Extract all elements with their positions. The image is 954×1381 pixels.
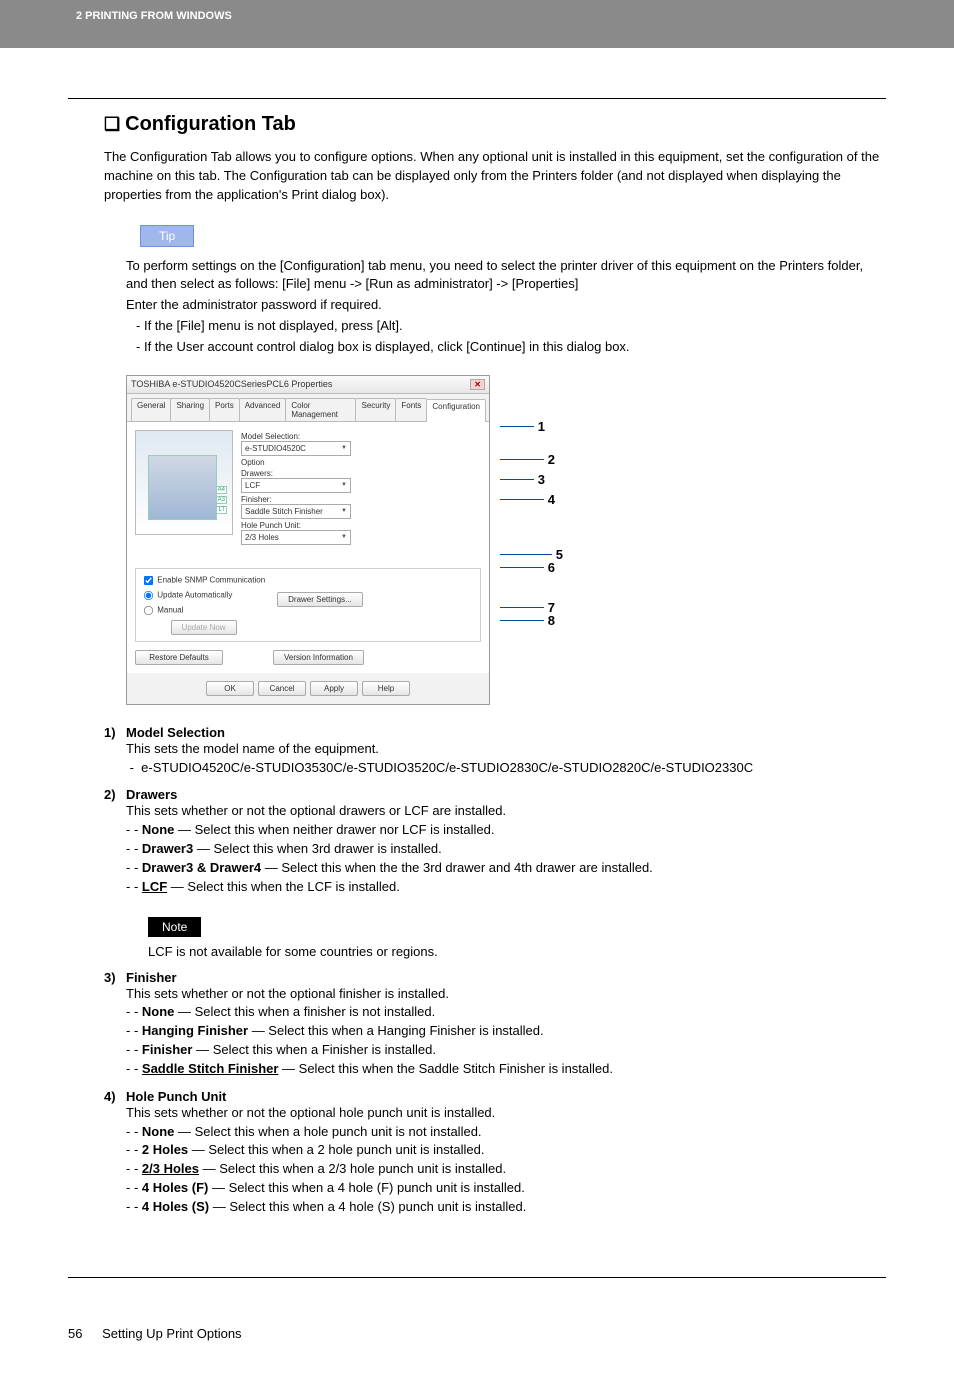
tip-body: To perform settings on the [Configuratio… xyxy=(126,257,886,357)
page-title: Configuration Tab xyxy=(104,113,886,136)
hole-punch-select[interactable]: 2/3 Holes▼ xyxy=(241,530,351,545)
callout-7: 7 xyxy=(548,601,555,614)
breadcrumb: 2 PRINTING FROM WINDOWS xyxy=(76,10,232,22)
s1-num: 1) xyxy=(104,725,126,740)
tab-sharing[interactable]: Sharing xyxy=(170,398,210,421)
cancel-button[interactable]: Cancel xyxy=(258,681,306,696)
s2-desc: This sets whether or not the optional dr… xyxy=(126,802,886,821)
tab-advanced[interactable]: Advanced xyxy=(239,398,287,421)
intro-block: The Configuration Tab allows you to conf… xyxy=(104,148,886,205)
page-number: 56 xyxy=(68,1326,82,1341)
s2-options: - None — Select this when neither drawer… xyxy=(126,821,886,896)
section-1: 1)Model Selection This sets the model na… xyxy=(104,725,886,778)
s1-example: - e-STUDIO4520C/e-STUDIO3530C/e-STUDIO35… xyxy=(126,759,886,778)
finisher-select[interactable]: Saddle Stitch Finisher▼ xyxy=(241,504,351,519)
restore-row: Restore Defaults Version Information xyxy=(135,650,481,665)
update-now-button[interactable]: Update Now xyxy=(171,620,237,635)
callout-4: 4 xyxy=(548,493,555,506)
s3-desc: This sets whether or not the optional fi… xyxy=(126,985,886,1004)
chevron-down-icon: ▼ xyxy=(341,508,347,514)
fields-column: Model Selection: e-STUDIO4520C▼ Option D… xyxy=(241,430,481,546)
s3-num: 3) xyxy=(104,970,126,985)
divider xyxy=(68,98,886,99)
callout-2: 2 xyxy=(548,453,555,466)
note-badge: Note xyxy=(148,917,201,937)
restore-defaults-button[interactable]: Restore Defaults xyxy=(135,650,223,665)
note-body: LCF is not available for some countries … xyxy=(148,943,886,962)
tab-configuration[interactable]: Configuration xyxy=(426,399,486,422)
s4-num: 4) xyxy=(104,1089,126,1104)
s4-options: - None — Select this when a hole punch u… xyxy=(126,1123,886,1217)
s1-desc: This sets the model name of the equipmen… xyxy=(126,740,886,759)
s2-num: 2) xyxy=(104,787,126,802)
s4-desc: This sets whether or not the optional ho… xyxy=(126,1104,886,1123)
footer-title: Setting Up Print Options xyxy=(102,1326,241,1341)
drawers-label: Drawers: xyxy=(241,469,481,478)
chevron-down-icon: ▼ xyxy=(341,445,347,451)
option-label: Option xyxy=(241,458,481,467)
callouts: 1 2 3 4 5 6 7 8 xyxy=(500,375,563,627)
callout-3: 3 xyxy=(538,473,545,486)
update-manual-radio[interactable]: Manual xyxy=(142,604,265,617)
model-selection-label: Model Selection: xyxy=(241,432,481,441)
tip-bullet-2: If the User account control dialog box i… xyxy=(126,338,886,357)
dialog-body: A4 A3 LT Model Selection: e-STUDIO4520C▼… xyxy=(127,422,489,673)
close-icon[interactable]: ✕ xyxy=(470,379,485,390)
page-header: 2 PRINTING FROM WINDOWS xyxy=(0,0,954,48)
callout-5: 5 xyxy=(556,548,563,561)
intro-text: The Configuration Tab allows you to conf… xyxy=(104,148,886,205)
dialog-title: TOSHIBA e-STUDIO4520CSeriesPCL6 Properti… xyxy=(131,379,332,389)
s1-title: Model Selection xyxy=(126,725,225,740)
tip-p2: Enter the administrator password if requ… xyxy=(126,296,886,315)
tip-bullet-1: If the [File] menu is not displayed, pre… xyxy=(126,317,886,336)
callout-6: 6 xyxy=(548,561,555,574)
callout-1: 1 xyxy=(538,420,545,433)
version-info-button[interactable]: Version Information xyxy=(273,650,364,665)
callout-8: 8 xyxy=(548,614,555,627)
dialog-buttons: OK Cancel Apply Help xyxy=(127,673,489,704)
chevron-down-icon: ▼ xyxy=(341,482,347,488)
section-3: 3)Finisher This sets whether or not the … xyxy=(104,970,886,1079)
drawer-settings-button[interactable]: Drawer Settings... xyxy=(277,592,363,607)
hole-punch-label: Hole Punch Unit: xyxy=(241,521,481,530)
finisher-label: Finisher: xyxy=(241,495,481,504)
s3-title: Finisher xyxy=(126,970,177,985)
page-content: Configuration Tab The Configuration Tab … xyxy=(0,48,954,1318)
screenshot-wrap: TOSHIBA e-STUDIO4520CSeriesPCL6 Properti… xyxy=(126,375,886,705)
printer-preview: A4 A3 LT xyxy=(135,430,233,535)
page-footer: 56 Setting Up Print Options xyxy=(0,1318,954,1381)
tab-security[interactable]: Security xyxy=(355,398,396,421)
dialog-titlebar: TOSHIBA e-STUDIO4520CSeriesPCL6 Properti… xyxy=(127,376,489,394)
s2-title: Drawers xyxy=(126,787,177,802)
preview-a4: A4 xyxy=(216,486,227,494)
apply-button[interactable]: Apply xyxy=(310,681,358,696)
dialog-tabs: General Sharing Ports Advanced Color Man… xyxy=(127,394,489,422)
tab-color-management[interactable]: Color Management xyxy=(285,398,356,421)
divider-bottom xyxy=(68,1277,886,1278)
s4-title: Hole Punch Unit xyxy=(126,1089,226,1104)
s3-options: - None — Select this when a finisher is … xyxy=(126,1003,886,1078)
drawers-select[interactable]: LCF▼ xyxy=(241,478,351,493)
sections: 1)Model Selection This sets the model na… xyxy=(104,725,886,1217)
window-controls: ✕ xyxy=(470,379,485,390)
preview-a3: A3 xyxy=(216,496,227,504)
tip-badge: Tip xyxy=(140,225,194,247)
tab-general[interactable]: General xyxy=(131,398,171,421)
chevron-down-icon: ▼ xyxy=(341,534,347,540)
help-button[interactable]: Help xyxy=(362,681,410,696)
tip-p1: To perform settings on the [Configuratio… xyxy=(126,257,886,295)
enable-snmp-checkbox[interactable]: Enable SNMP Communication xyxy=(142,574,265,587)
tab-fonts[interactable]: Fonts xyxy=(395,398,427,421)
snmp-panel: Enable SNMP Communication Update Automat… xyxy=(135,568,481,642)
preview-lt: LT xyxy=(216,506,227,514)
section-2: 2)Drawers This sets whether or not the o… xyxy=(104,787,886,896)
tab-ports[interactable]: Ports xyxy=(209,398,240,421)
properties-dialog: TOSHIBA e-STUDIO4520CSeriesPCL6 Properti… xyxy=(126,375,490,705)
update-auto-radio[interactable]: Update Automatically xyxy=(142,589,265,602)
section-4: 4)Hole Punch Unit This sets whether or n… xyxy=(104,1089,886,1217)
ok-button[interactable]: OK xyxy=(206,681,254,696)
model-selection-select[interactable]: e-STUDIO4520C▼ xyxy=(241,441,351,456)
